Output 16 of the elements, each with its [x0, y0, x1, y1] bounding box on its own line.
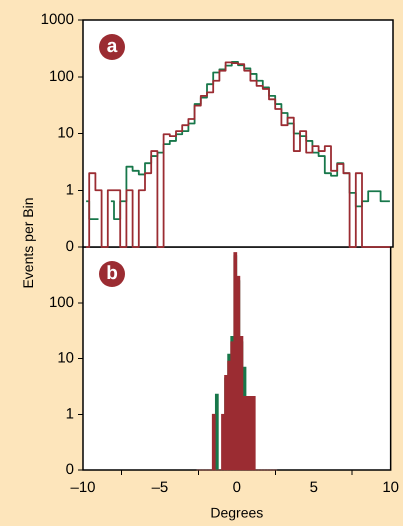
y-tick-label: 1000	[40, 11, 74, 28]
x-axis-title: Degrees	[210, 504, 264, 520]
y-tick-label: 100	[48, 68, 74, 85]
y-tick-label: 10	[57, 350, 74, 367]
x-tick-label: 10	[382, 479, 399, 496]
x-tick-label: 5	[310, 479, 318, 496]
y-tick-label: 1	[66, 405, 74, 422]
y-tick-label: 10	[57, 124, 74, 142]
x-tick-label: –5	[152, 479, 168, 496]
x-tick-label: –10	[70, 479, 96, 496]
x-tick-label: 0	[232, 479, 241, 496]
y-tick-label: 0	[66, 238, 74, 256]
y-tick-label: 1	[66, 181, 74, 198]
y-axis-title: Events per Bin	[20, 196, 36, 291]
y-tick-label: 0	[66, 461, 74, 478]
y-tick-label: 100	[48, 294, 74, 311]
